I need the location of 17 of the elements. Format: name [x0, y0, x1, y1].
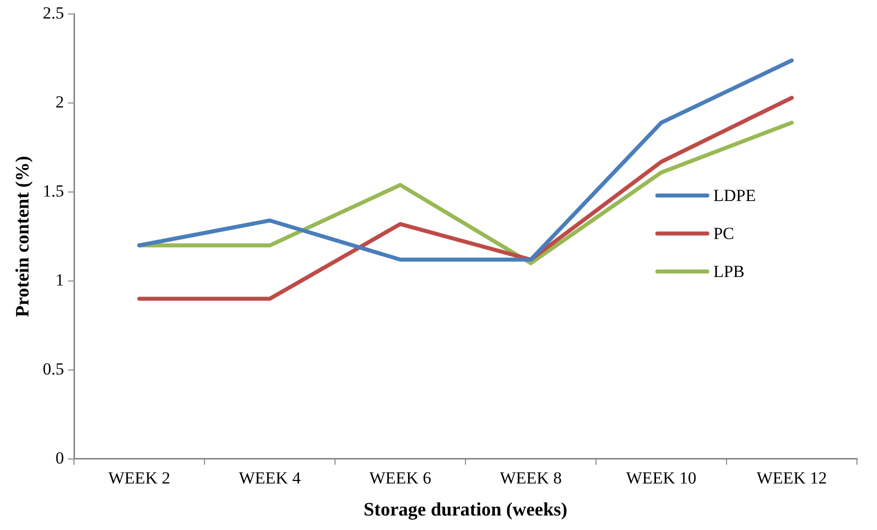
y-tick-label: 2.5	[42, 4, 64, 23]
y-tick-label: 1	[56, 270, 64, 290]
legend-label: LPB	[713, 262, 745, 281]
x-tick-label: WEEK 4	[238, 468, 302, 488]
x-tick-label: WEEK 8	[500, 468, 562, 488]
x-tick-label: WEEK 2	[108, 468, 170, 488]
x-tick-label: WEEK 10	[626, 468, 696, 488]
y-tick-label: 0	[56, 448, 64, 468]
y-tick-label: 2	[56, 92, 64, 112]
y-tick-label: 1.5	[42, 182, 64, 201]
legend-label: LDPE	[713, 186, 756, 205]
y-axis-title: Protein content (%)	[12, 156, 34, 318]
legend-label: PC	[713, 224, 734, 243]
x-axis-title: Storage duration (weeks)	[364, 500, 568, 521]
x-tick-label: WEEK 12	[756, 468, 827, 488]
y-tick-label: 0.5	[42, 359, 64, 378]
x-tick-label: WEEK 6	[369, 468, 432, 488]
